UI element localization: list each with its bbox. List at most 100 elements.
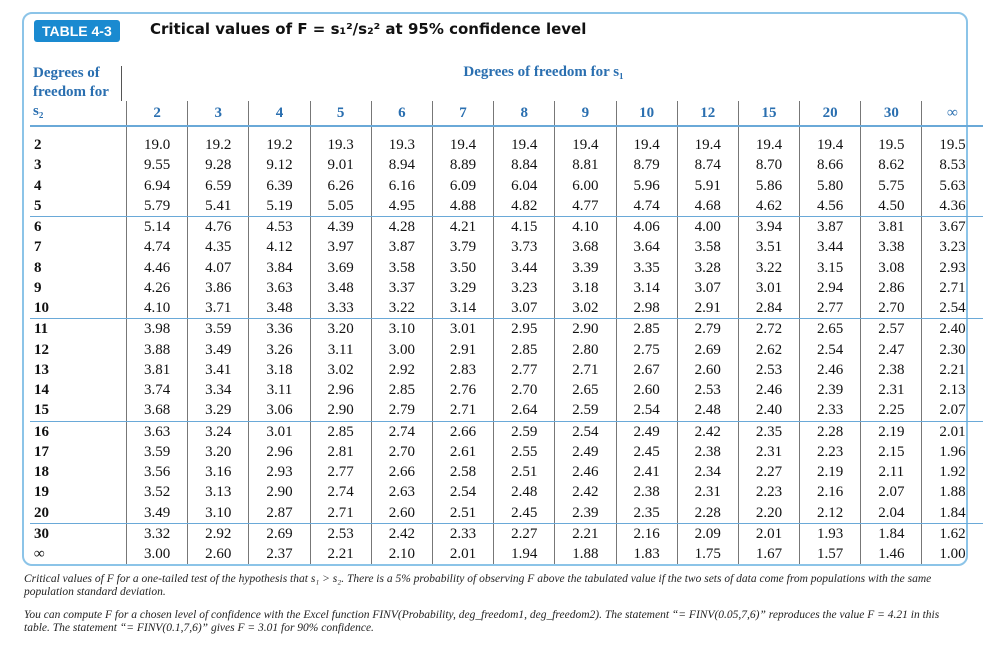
row-label: ∞ bbox=[34, 546, 45, 563]
cell: 1.96 bbox=[921, 441, 983, 462]
cell: 4.82 bbox=[493, 195, 555, 217]
cell: 2.13 bbox=[921, 380, 983, 401]
cell: 3.87 bbox=[370, 237, 433, 258]
cell: 3.15 bbox=[799, 257, 861, 278]
corner-cell bbox=[30, 101, 127, 127]
cell: 3.79 bbox=[431, 237, 494, 258]
cell: 3.64 bbox=[615, 237, 678, 258]
cell: 2.27 bbox=[737, 462, 800, 483]
row-label: 11 bbox=[34, 321, 49, 338]
cell: 3.58 bbox=[370, 257, 433, 278]
cell: 2.54 bbox=[615, 400, 678, 422]
table-row: 3 9.55 9.28 9.12 9.01 8.94 8.89 8.84 8.81 8.79 8.7… bbox=[30, 155, 983, 176]
cell: 2.60 bbox=[676, 359, 739, 380]
cell: 2.45 bbox=[493, 502, 555, 524]
cell: 2.42 bbox=[554, 482, 616, 503]
cell: 2.84 bbox=[737, 298, 800, 320]
cell: 3.94 bbox=[737, 216, 800, 238]
cell: 2.71 bbox=[921, 277, 983, 298]
table-row: 16 3.63 3.24 3.01 2.85 2.74 2.66 2.59 2.54 2.49 2.… bbox=[30, 421, 983, 442]
cell: 2.91 bbox=[676, 298, 739, 320]
cell: 2.60 bbox=[615, 380, 678, 401]
cell: 2.30 bbox=[921, 339, 983, 360]
cell: 3.38 bbox=[860, 237, 922, 258]
row-label: 18 bbox=[34, 464, 49, 481]
row-label: 16 bbox=[34, 423, 49, 440]
cell: 4.74 bbox=[615, 195, 678, 217]
cell: 2.37 bbox=[248, 544, 311, 565]
cell: 6.59 bbox=[187, 175, 249, 196]
cell: 3.07 bbox=[493, 298, 555, 320]
cell: 2.35 bbox=[615, 502, 678, 524]
column-header: 9 bbox=[554, 101, 616, 127]
cell: 3.67 bbox=[921, 216, 983, 238]
cell: 1.92 bbox=[921, 462, 983, 483]
cell: 2.20 bbox=[737, 502, 800, 524]
cell: 2.16 bbox=[615, 523, 678, 544]
cell: 3.18 bbox=[248, 359, 311, 380]
row-label: 30 bbox=[34, 525, 49, 542]
cell: 3.08 bbox=[860, 257, 922, 278]
cell: 5.91 bbox=[676, 175, 739, 196]
cell: 2.38 bbox=[676, 441, 739, 462]
cell: 2.92 bbox=[187, 523, 249, 544]
cell: 3.32 bbox=[125, 523, 188, 544]
table-row: 2 19.0 19.2 19.2 19.3 19.3 19.4 19.4 19.4 19.4 19.… bbox=[30, 126, 983, 156]
cell: 19.3 bbox=[309, 126, 372, 156]
column-header: 6 bbox=[370, 101, 433, 127]
cell: 2.70 bbox=[860, 298, 922, 320]
cell: 6.00 bbox=[554, 175, 616, 196]
cell: 9.12 bbox=[248, 155, 311, 176]
cell: 2.77 bbox=[799, 298, 861, 320]
cell: 2.90 bbox=[309, 400, 372, 422]
cell: 2.04 bbox=[860, 502, 922, 524]
cell: 2.54 bbox=[554, 421, 616, 442]
cell: 2.49 bbox=[554, 441, 616, 462]
cell: 3.11 bbox=[248, 380, 311, 401]
cell: 5.41 bbox=[187, 195, 249, 217]
cell: 2.76 bbox=[431, 380, 494, 401]
cell: 5.79 bbox=[125, 195, 188, 217]
cell: 5.75 bbox=[860, 175, 922, 196]
cell: 1.94 bbox=[493, 544, 555, 565]
cell: 2.55 bbox=[493, 441, 555, 462]
cell: 3.13 bbox=[187, 482, 249, 503]
cell: 4.76 bbox=[187, 216, 249, 238]
column-header: 4 bbox=[248, 101, 311, 127]
cell: 2.21 bbox=[554, 523, 616, 544]
cell: 2.80 bbox=[554, 339, 616, 360]
f-table: 2 3 4 5 6 7 8 9 10 12 15 20 30 ∞ 2 19.0 19.2 19.2 19.3 19.3… bbox=[30, 101, 983, 565]
cell: 8.53 bbox=[921, 155, 983, 176]
cell: 8.66 bbox=[799, 155, 861, 176]
cell: 4.07 bbox=[187, 257, 249, 278]
cell: 4.62 bbox=[737, 195, 800, 217]
cell: 3.56 bbox=[125, 462, 188, 483]
cell: 4.10 bbox=[554, 216, 616, 238]
cell: 2.31 bbox=[860, 380, 922, 401]
cell: 19.2 bbox=[248, 126, 311, 156]
cell: 2.35 bbox=[737, 421, 800, 442]
cell: 4.77 bbox=[554, 195, 616, 217]
cell: 3.97 bbox=[309, 237, 372, 258]
cell: 5.80 bbox=[799, 175, 861, 196]
cell: 2.65 bbox=[799, 318, 861, 340]
cell: 4.10 bbox=[125, 298, 188, 320]
cell: 3.68 bbox=[125, 400, 188, 422]
cell: 2.01 bbox=[431, 544, 494, 565]
cell: 2.62 bbox=[737, 339, 800, 360]
cell: 1.84 bbox=[860, 523, 922, 544]
cell: 3.01 bbox=[737, 277, 800, 298]
cell: 3.58 bbox=[676, 237, 739, 258]
row-label: 9 bbox=[34, 279, 42, 296]
cell: 3.59 bbox=[187, 318, 249, 340]
cell: 2.46 bbox=[554, 462, 616, 483]
cell: 19.4 bbox=[554, 126, 616, 156]
cell: 2.49 bbox=[615, 421, 678, 442]
cell: 2.57 bbox=[860, 318, 922, 340]
cell: 2.53 bbox=[737, 359, 800, 380]
cell: 3.29 bbox=[431, 277, 494, 298]
cell: 4.56 bbox=[799, 195, 861, 217]
cell: 5.96 bbox=[615, 175, 678, 196]
cell: 2.09 bbox=[676, 523, 739, 544]
cell: 3.48 bbox=[309, 277, 372, 298]
